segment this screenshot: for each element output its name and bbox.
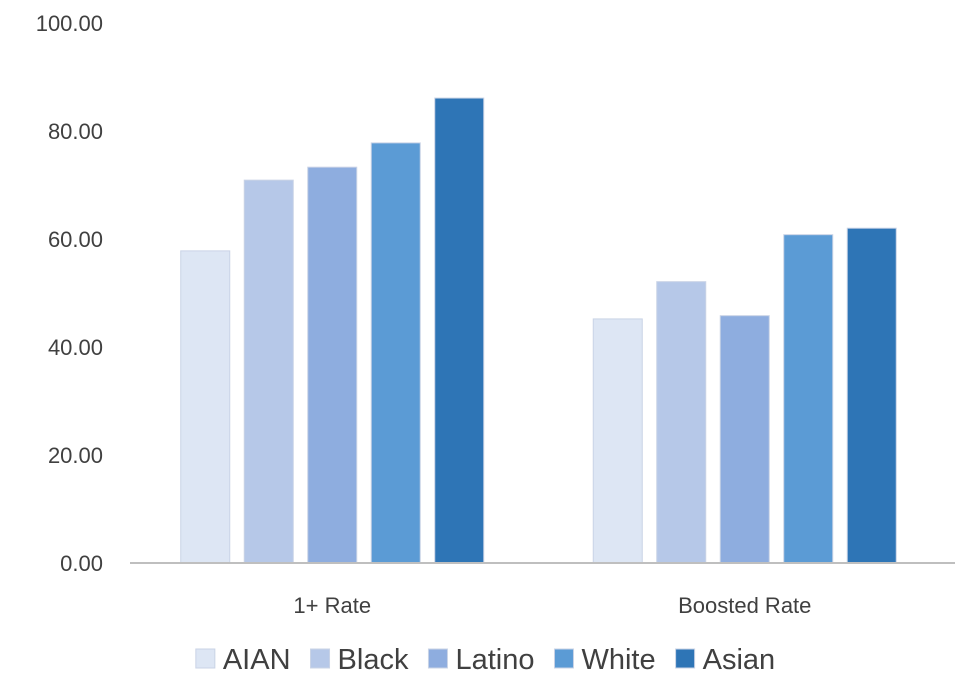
bar-white: [783, 234, 834, 564]
legend-label: Asian: [703, 644, 776, 676]
bar-asian: [434, 97, 485, 564]
legend-label: AIAN: [223, 644, 291, 676]
bar-asian: [846, 227, 897, 564]
plot-area: [180, 97, 897, 564]
bar-latino: [307, 166, 358, 564]
y-tick-label: 0.00: [60, 551, 103, 576]
bar-aian: [180, 250, 231, 564]
legend-swatch-asian: [675, 648, 696, 669]
legend-swatch-black: [310, 648, 331, 669]
y-tick-label: 80.00: [48, 119, 103, 144]
bar-aian: [592, 318, 643, 564]
x-axis: 1+ Rate Boosted Rate: [293, 593, 811, 618]
y-tick-label: 60.00: [48, 227, 103, 252]
bar-latino: [719, 315, 770, 564]
bar-white: [370, 142, 421, 564]
legend-swatch-latino: [427, 648, 448, 669]
legend-label: Latino: [455, 644, 534, 676]
legend-label: Black: [338, 644, 409, 676]
y-tick-label: 100.00: [36, 11, 103, 36]
bar-black: [243, 179, 294, 564]
bar-black: [656, 281, 707, 564]
legend: AIAN Black Latino White Asian: [195, 644, 776, 676]
x-tick-label: Boosted Rate: [678, 593, 811, 618]
legend-swatch-white: [553, 648, 574, 669]
y-tick-label: 20.00: [48, 443, 103, 468]
y-axis: 0.00 20.00 40.00 60.00 80.00 100.00: [36, 11, 103, 576]
legend-label: White: [581, 644, 655, 676]
x-tick-label: 1+ Rate: [293, 593, 371, 618]
y-tick-label: 40.00: [48, 335, 103, 360]
legend-swatch-aian: [195, 648, 216, 669]
